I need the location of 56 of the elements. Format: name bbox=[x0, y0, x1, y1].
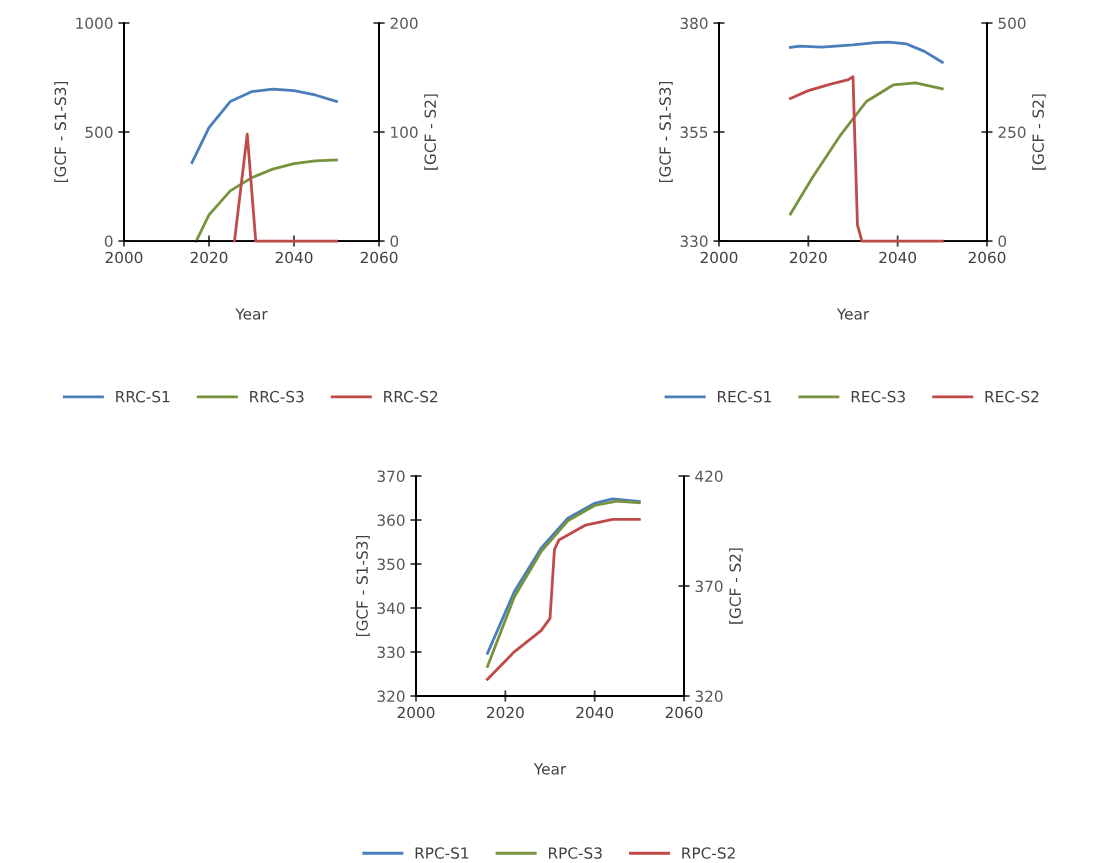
line-series bbox=[789, 75, 944, 243]
legend-label: RPC-S2 bbox=[682, 847, 735, 859]
y-axis-title: [GCF - S1-S3] bbox=[54, 81, 68, 183]
line-series bbox=[194, 158, 338, 243]
line-series bbox=[789, 40, 944, 64]
x-tick-label: 2020 bbox=[487, 706, 524, 719]
y-tick-label: 350 bbox=[377, 558, 405, 571]
legend-label: REC-S3 bbox=[851, 390, 905, 403]
line-series bbox=[486, 517, 641, 681]
x-tick-label: 2020 bbox=[190, 251, 228, 264]
y-axis-title: [GCF - S1-S3] bbox=[356, 535, 370, 637]
legend-label: RRC-S3 bbox=[250, 390, 304, 403]
y2-tick-label: 200 bbox=[390, 17, 418, 30]
y-tick-label: 1000 bbox=[76, 17, 113, 30]
x-axis-title: Year bbox=[836, 308, 870, 320]
x-tick-label: 2060 bbox=[360, 251, 398, 264]
y-tick-label: 320 bbox=[377, 690, 405, 703]
y-tick-label: 370 bbox=[377, 470, 405, 483]
legend-label: REC-S1 bbox=[717, 390, 771, 403]
y2-tick-label: 0 bbox=[998, 235, 1007, 248]
x-tick-label: 2040 bbox=[275, 251, 313, 264]
y2-tick-label: 370 bbox=[695, 580, 723, 593]
y2-tick-label: 100 bbox=[391, 126, 418, 139]
y-tick-label: 330 bbox=[680, 235, 708, 248]
x-tick-label: 2000 bbox=[397, 706, 435, 719]
y-tick-label: 360 bbox=[377, 514, 405, 527]
x-tick-label: 2060 bbox=[665, 706, 703, 719]
y-tick-label: 330 bbox=[377, 646, 405, 659]
y-axis-title: [GCF - S1-S3] bbox=[659, 81, 673, 183]
y2-axis-title: [GCF - S2] bbox=[424, 94, 438, 170]
line-series bbox=[789, 81, 944, 216]
y-tick-label: 340 bbox=[377, 602, 405, 615]
legend-label: RRC-S2 bbox=[384, 390, 438, 403]
x-tick-label: 2000 bbox=[105, 251, 143, 264]
legend-label: RPC-S3 bbox=[548, 847, 602, 859]
x-axis-title: Year bbox=[533, 763, 567, 775]
y-tick-label: 380 bbox=[680, 17, 708, 30]
x-tick-label: 2060 bbox=[968, 251, 1006, 264]
x-axis-title: Year bbox=[235, 308, 268, 320]
legend-label: RPC-S1 bbox=[415, 847, 469, 859]
legend-label: REC-S2 bbox=[985, 390, 1039, 403]
y-tick-label: 0 bbox=[104, 235, 113, 248]
x-tick-label: 2020 bbox=[789, 251, 827, 264]
legend-label: RRC-S1 bbox=[116, 390, 170, 403]
x-tick-label: 2000 bbox=[700, 251, 738, 264]
y2-tick-label: 420 bbox=[695, 470, 723, 483]
y-tick-label: 500 bbox=[85, 126, 113, 139]
line-series bbox=[190, 87, 338, 164]
y2-axis-title: [GCF - S2] bbox=[729, 548, 743, 624]
x-tick-label: 2040 bbox=[576, 706, 614, 719]
y2-tick-label: 320 bbox=[695, 690, 723, 703]
x-tick-label: 2040 bbox=[879, 251, 917, 264]
y-tick-label: 355 bbox=[680, 126, 708, 139]
y2-tick-label: 250 bbox=[998, 126, 1026, 139]
y2-axis-title: [GCF - S2] bbox=[1032, 94, 1046, 170]
y2-tick-label: 500 bbox=[998, 17, 1026, 30]
